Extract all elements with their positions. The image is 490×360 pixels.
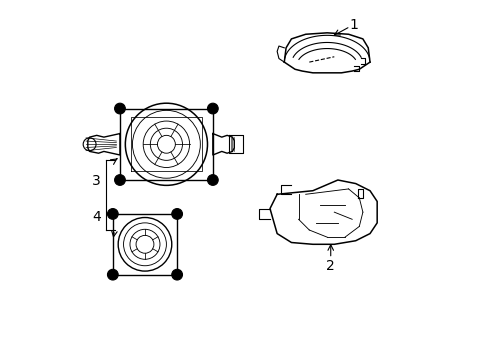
Circle shape [115, 175, 125, 185]
Text: 1: 1 [349, 18, 358, 32]
Circle shape [107, 208, 118, 219]
Text: 2: 2 [326, 259, 335, 273]
Circle shape [172, 208, 182, 219]
Circle shape [172, 269, 182, 280]
Circle shape [107, 269, 118, 280]
Text: 3: 3 [93, 174, 101, 188]
Circle shape [115, 103, 125, 114]
Circle shape [207, 103, 218, 114]
Text: 4: 4 [93, 210, 101, 224]
Circle shape [207, 175, 218, 185]
